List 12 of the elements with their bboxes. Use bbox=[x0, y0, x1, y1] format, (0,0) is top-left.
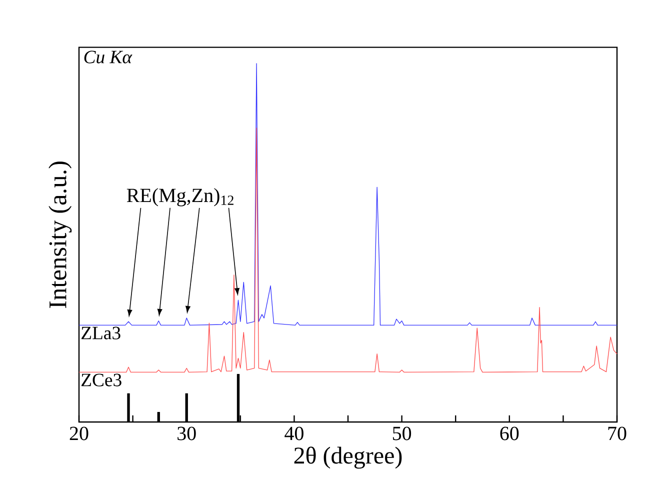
series-label: ZLa3 bbox=[82, 326, 120, 340]
x-tick-label: 60 bbox=[500, 426, 519, 440]
annotation: RE(Mg,Zn)$_{12}$ bbox=[126, 188, 234, 206]
x-tick-label: 30 bbox=[178, 426, 196, 440]
text: Cu Kα bbox=[84, 50, 132, 64]
x-tick-label: 50 bbox=[392, 426, 412, 440]
y-axis-title: Intensity (a.u.) bbox=[48, 162, 72, 308]
series-label: ZCe3 bbox=[82, 374, 122, 386]
x-tick-label: 20 bbox=[70, 426, 88, 440]
x-tick-label: 70 bbox=[608, 426, 626, 440]
x-tick-label: 40 bbox=[284, 426, 304, 440]
x-axis-title: 2θ (degree) bbox=[294, 446, 402, 469]
